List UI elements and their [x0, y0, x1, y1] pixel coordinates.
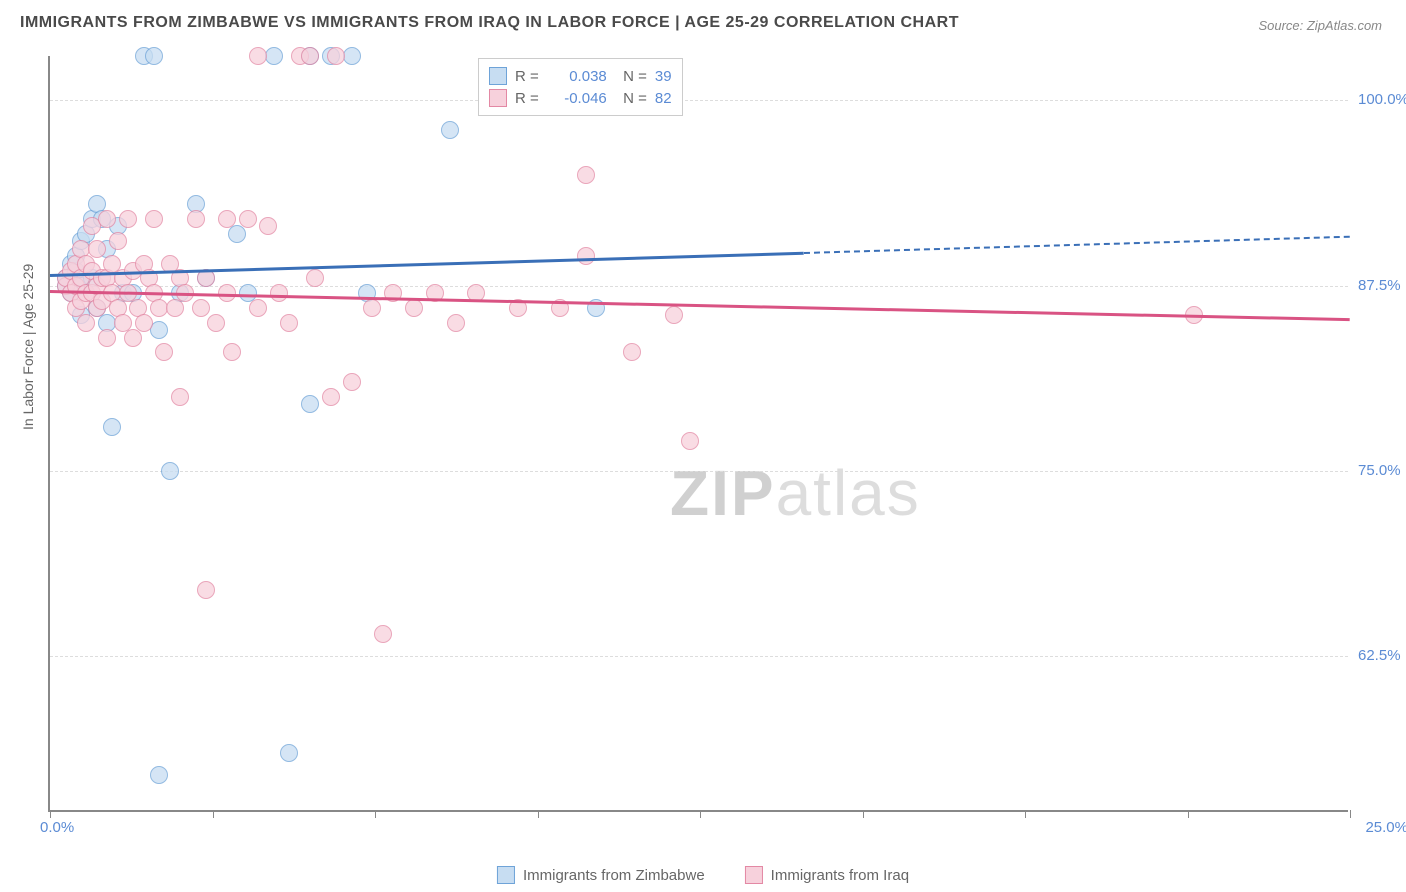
data-point	[228, 225, 246, 243]
legend-n-value: 39	[655, 68, 672, 85]
data-point	[577, 247, 595, 265]
legend-item: Immigrants from Zimbabwe	[497, 866, 705, 884]
legend-n-label: N =	[615, 68, 647, 85]
data-point	[577, 166, 595, 184]
chart-title: IMMIGRANTS FROM ZIMBABWE VS IMMIGRANTS F…	[20, 14, 959, 32]
data-point	[124, 329, 142, 347]
data-point	[270, 284, 288, 302]
y-tick-label: 87.5%	[1358, 277, 1406, 294]
data-point	[441, 121, 459, 139]
y-gridline	[50, 656, 1348, 657]
data-point	[681, 432, 699, 450]
trend-line	[50, 290, 1350, 321]
data-point	[259, 217, 277, 235]
x-tick	[1350, 810, 1351, 818]
x-tick	[1025, 810, 1026, 818]
legend-swatch	[489, 67, 507, 85]
data-point	[109, 232, 127, 250]
data-point	[322, 388, 340, 406]
y-tick-label: 100.0%	[1358, 91, 1406, 108]
data-point	[150, 321, 168, 339]
legend-swatch	[497, 866, 515, 884]
data-point	[405, 299, 423, 317]
data-point	[249, 47, 267, 65]
data-point	[343, 47, 361, 65]
data-point	[187, 210, 205, 228]
legend-n-value: 82	[655, 90, 672, 107]
data-point	[155, 343, 173, 361]
legend-swatch	[745, 866, 763, 884]
data-point	[447, 314, 465, 332]
data-point	[301, 47, 319, 65]
data-point	[327, 47, 345, 65]
y-gridline	[50, 100, 1348, 101]
legend-swatch	[489, 89, 507, 107]
watermark: ZIPatlas	[670, 456, 921, 530]
legend-row: R = 0.038 N = 39	[489, 65, 672, 87]
data-point	[665, 306, 683, 324]
y-gridline	[50, 471, 1348, 472]
data-point	[161, 462, 179, 480]
data-point	[135, 314, 153, 332]
data-point	[280, 314, 298, 332]
data-point	[150, 766, 168, 784]
correlation-legend: R = 0.038 N = 39R = -0.046 N = 82	[478, 58, 683, 116]
legend-r-value: 0.038	[547, 68, 607, 85]
data-point	[103, 418, 121, 436]
legend-r-label: R =	[515, 68, 539, 85]
x-tick	[213, 810, 214, 818]
x-tick	[50, 810, 51, 818]
data-point	[145, 47, 163, 65]
data-point	[374, 625, 392, 643]
y-axis-label: In Labor Force | Age 25-29	[20, 264, 36, 430]
y-tick-label: 62.5%	[1358, 647, 1406, 664]
data-point	[223, 343, 241, 361]
x-tick	[1188, 810, 1189, 818]
data-point	[166, 299, 184, 317]
x-tick-label: 25.0%	[1365, 819, 1406, 836]
source-attribution: Source: ZipAtlas.com	[1258, 18, 1382, 33]
data-point	[301, 395, 319, 413]
x-tick-label: 0.0%	[40, 819, 74, 836]
x-tick	[538, 810, 539, 818]
x-tick	[375, 810, 376, 818]
data-point	[98, 329, 116, 347]
data-point	[192, 299, 210, 317]
data-point	[249, 299, 267, 317]
y-tick-label: 75.0%	[1358, 462, 1406, 479]
data-point	[88, 240, 106, 258]
legend-label: Immigrants from Iraq	[771, 867, 909, 884]
trend-line	[804, 235, 1350, 253]
data-point	[239, 210, 257, 228]
data-point	[197, 581, 215, 599]
scatter-chart: ZIPatlas 62.5%75.0%87.5%100.0%0.0%25.0%	[48, 56, 1348, 812]
series-legend: Immigrants from Zimbabwe Immigrants from …	[497, 866, 909, 884]
data-point	[98, 210, 116, 228]
legend-r-value: -0.046	[547, 90, 607, 107]
data-point	[343, 373, 361, 391]
data-point	[623, 343, 641, 361]
legend-n-label: N =	[615, 90, 647, 107]
data-point	[145, 210, 163, 228]
data-point	[218, 210, 236, 228]
legend-label: Immigrants from Zimbabwe	[523, 867, 705, 884]
legend-item: Immigrants from Iraq	[745, 866, 909, 884]
data-point	[119, 210, 137, 228]
data-point	[207, 314, 225, 332]
data-point	[265, 47, 283, 65]
legend-row: R = -0.046 N = 82	[489, 87, 672, 109]
data-point	[171, 388, 189, 406]
x-tick	[863, 810, 864, 818]
data-point	[77, 314, 95, 332]
legend-r-label: R =	[515, 90, 539, 107]
data-point	[363, 299, 381, 317]
x-tick	[700, 810, 701, 818]
data-point	[306, 269, 324, 287]
data-point	[280, 744, 298, 762]
